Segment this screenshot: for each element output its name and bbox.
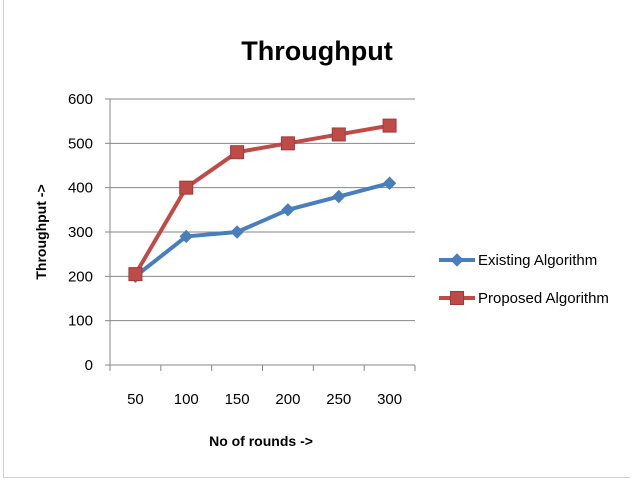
legend-label: Proposed Algorithm	[478, 290, 609, 307]
y-tick-label: 200	[68, 268, 93, 285]
data-point	[128, 267, 143, 282]
legend-marker	[450, 291, 464, 305]
x-tick-label: 50	[127, 391, 144, 408]
y-tick-label: 300	[68, 224, 93, 241]
data-point	[230, 225, 244, 239]
y-tick-label: 600	[68, 91, 93, 108]
legend-marker	[450, 253, 464, 267]
axes	[109, 99, 416, 371]
series-existing-algorithm	[128, 176, 397, 284]
x-tick-label: 250	[326, 391, 351, 408]
y-tick-label: 0	[85, 357, 93, 374]
data-point	[382, 118, 397, 133]
data-point	[179, 229, 193, 244]
data-point	[230, 145, 245, 160]
series-group	[128, 118, 397, 284]
chart-frame	[3, 0, 630, 478]
data-point	[280, 136, 295, 151]
x-axis-label: No of rounds ->	[209, 433, 313, 449]
data-point	[179, 180, 194, 195]
chart-title: Throughput	[241, 36, 392, 66]
series-proposed-algorithm	[128, 118, 397, 282]
x-tick-label: 100	[174, 391, 199, 408]
y-tick-labels: 0 100 200 300 400 500 600	[68, 91, 93, 374]
y-tick-label: 400	[68, 180, 93, 197]
legend: Existing Algorithm Proposed Algorithm	[439, 252, 609, 307]
gridlines	[105, 98, 415, 366]
data-point	[331, 127, 346, 142]
x-tick-labels: 50 100 150 200 250 300	[127, 391, 402, 408]
x-tick-label: 150	[225, 391, 250, 408]
y-tick-label: 500	[68, 135, 93, 152]
legend-item-proposed-algorithm: Proposed Algorithm	[439, 290, 609, 307]
legend-item-existing-algorithm: Existing Algorithm	[439, 252, 597, 269]
series-line	[134, 181, 391, 278]
data-point	[281, 203, 295, 217]
y-tick-label: 100	[68, 313, 93, 330]
series-line	[133, 123, 390, 276]
x-tick-label: 300	[377, 391, 402, 408]
legend-label: Existing Algorithm	[478, 252, 597, 269]
x-tick-label: 200	[275, 391, 300, 408]
data-point	[382, 176, 397, 190]
data-point	[332, 189, 346, 204]
y-axis-label: Throughput ->	[33, 184, 49, 279]
